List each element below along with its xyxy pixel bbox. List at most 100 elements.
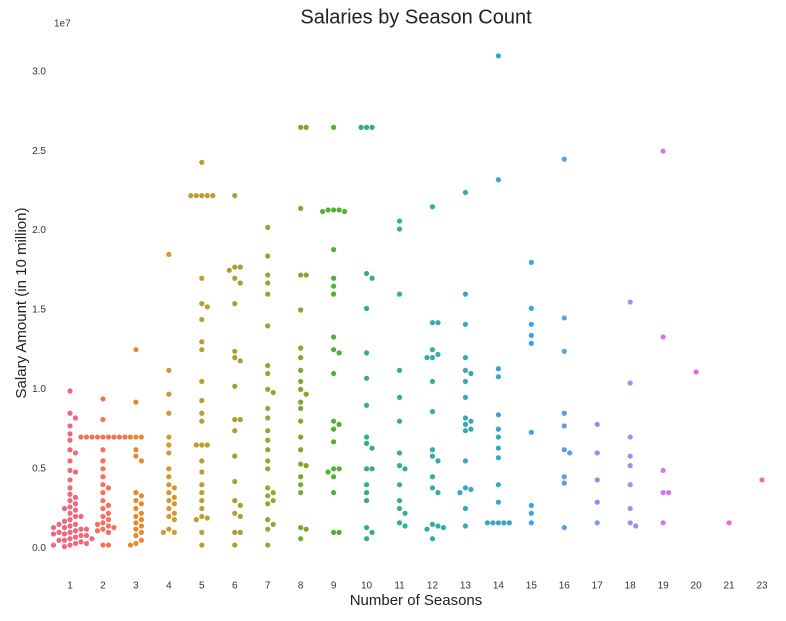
data-point xyxy=(363,270,370,277)
data-point xyxy=(660,148,666,154)
data-point xyxy=(199,275,205,281)
data-point xyxy=(331,370,337,377)
data-point xyxy=(67,437,73,443)
data-point xyxy=(133,347,139,353)
data-point xyxy=(265,428,271,434)
data-point xyxy=(193,193,199,199)
data-point xyxy=(342,208,348,215)
x-tick-label: 14 xyxy=(493,581,505,592)
y-offset-label: 1e7 xyxy=(54,19,71,30)
data-point xyxy=(660,490,666,496)
x-tick-label: 7 xyxy=(265,581,271,592)
data-point xyxy=(336,350,342,356)
data-point xyxy=(61,537,68,543)
data-point xyxy=(627,453,633,459)
data-point xyxy=(105,510,112,516)
data-point xyxy=(298,345,304,351)
x-tick-label: 13 xyxy=(460,581,472,592)
data-point xyxy=(100,458,106,464)
data-point xyxy=(561,474,567,480)
data-point xyxy=(133,447,139,453)
data-point xyxy=(435,490,441,496)
data-point xyxy=(133,532,139,539)
data-point xyxy=(468,418,474,424)
data-point xyxy=(462,321,469,327)
data-point xyxy=(363,440,370,447)
data-point xyxy=(265,415,271,421)
data-point xyxy=(462,378,469,385)
data-point xyxy=(495,53,501,59)
data-point xyxy=(594,477,600,483)
data-point xyxy=(83,532,90,539)
data-point xyxy=(363,536,370,542)
data-point xyxy=(331,291,337,297)
data-point xyxy=(506,520,512,526)
data-point xyxy=(298,461,304,467)
data-point xyxy=(199,339,205,345)
data-point xyxy=(462,415,469,421)
data-point xyxy=(693,369,699,375)
data-point xyxy=(133,453,139,459)
data-point xyxy=(495,445,501,451)
data-point xyxy=(232,478,238,485)
data-point xyxy=(331,283,337,289)
data-point xyxy=(265,272,271,278)
x-tick-label: 17 xyxy=(592,581,604,592)
data-point xyxy=(369,466,375,472)
data-point xyxy=(199,347,205,353)
x-tick-label: 16 xyxy=(559,581,571,592)
data-point xyxy=(484,520,490,526)
data-point xyxy=(265,362,271,369)
data-point xyxy=(166,367,172,373)
y-tick-label: 3.0 xyxy=(32,66,46,77)
data-point xyxy=(166,513,172,520)
data-point xyxy=(462,421,469,427)
data-point xyxy=(462,394,469,400)
data-point xyxy=(138,517,145,523)
data-point xyxy=(265,517,271,523)
data-point xyxy=(298,418,304,424)
data-point xyxy=(363,466,370,472)
data-point xyxy=(331,529,337,535)
data-point xyxy=(67,542,73,548)
data-point xyxy=(237,358,243,364)
data-point xyxy=(331,490,337,496)
data-point xyxy=(100,416,106,423)
data-point xyxy=(627,520,633,526)
x-tick-label: 20 xyxy=(691,581,703,592)
data-point xyxy=(100,526,106,532)
data-point xyxy=(237,416,243,423)
data-point xyxy=(199,458,205,464)
data-point xyxy=(133,505,139,512)
data-point xyxy=(204,304,210,310)
data-point xyxy=(237,529,243,535)
data-point xyxy=(396,226,403,232)
data-point xyxy=(627,505,633,512)
data-point xyxy=(232,275,238,281)
data-point xyxy=(166,490,172,496)
data-point xyxy=(429,409,436,415)
data-point xyxy=(199,410,205,416)
data-point xyxy=(363,482,370,488)
data-point xyxy=(204,193,210,199)
data-point xyxy=(67,523,73,529)
x-tick-label: 11 xyxy=(394,581,405,592)
data-point xyxy=(298,355,304,361)
data-point xyxy=(67,497,73,504)
data-point xyxy=(331,124,337,130)
data-point xyxy=(528,340,534,346)
data-point xyxy=(105,523,112,529)
data-point xyxy=(237,264,243,270)
data-point xyxy=(105,434,112,440)
data-point xyxy=(298,447,304,453)
data-point xyxy=(363,490,370,496)
data-point xyxy=(429,320,436,326)
data-point xyxy=(237,280,243,286)
data-point xyxy=(561,524,567,531)
data-point xyxy=(627,299,633,305)
data-point xyxy=(298,536,304,542)
data-point xyxy=(429,536,436,542)
x-tick-label: 1 xyxy=(67,581,73,592)
data-point xyxy=(594,499,600,505)
